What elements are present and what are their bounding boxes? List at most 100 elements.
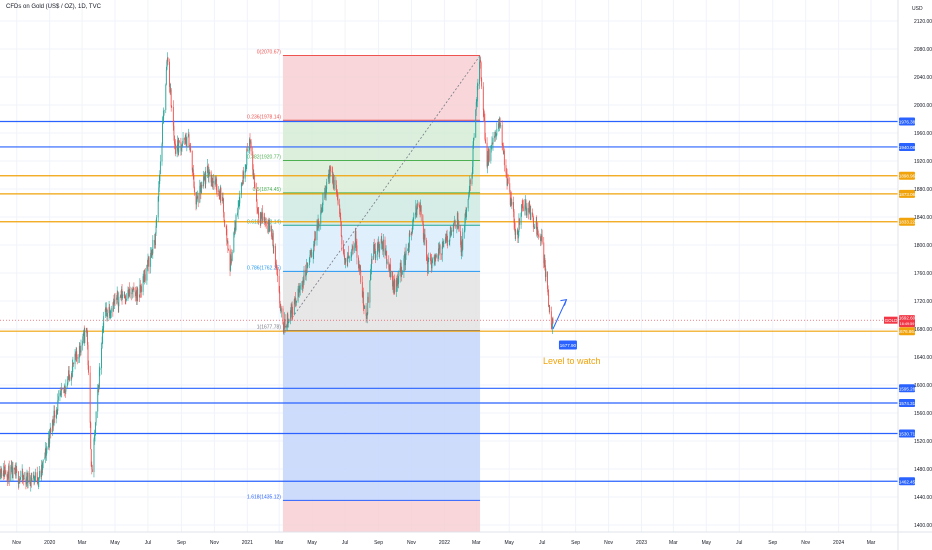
candle-body	[8, 465, 10, 473]
candle-body	[37, 481, 39, 483]
candle-body	[317, 221, 319, 231]
candle-body	[475, 102, 477, 110]
projection-arrow	[552, 299, 567, 330]
candle-body	[352, 246, 354, 249]
candle-body	[109, 313, 111, 316]
candle-body	[0, 476, 1, 477]
candle-body	[369, 274, 371, 281]
candle-body	[507, 178, 509, 186]
candle-body	[286, 314, 288, 326]
candle-body	[524, 204, 526, 212]
candle-body	[299, 289, 301, 290]
candle-body	[314, 231, 316, 241]
candle-body	[316, 225, 318, 241]
candle-body	[332, 178, 334, 183]
level-price-tag	[899, 117, 915, 126]
candle-body	[147, 258, 149, 267]
candle-body	[351, 248, 353, 255]
candle-body	[488, 149, 490, 163]
candle-body	[119, 295, 121, 297]
x-tick-label: Jul	[539, 540, 545, 546]
candle-body	[193, 186, 195, 193]
candle-body	[148, 257, 150, 267]
candle-body	[94, 433, 96, 436]
candle-body	[264, 216, 266, 223]
candle-body	[495, 135, 497, 138]
candle-body	[484, 120, 486, 140]
candle-body	[386, 261, 388, 264]
candle-body	[358, 257, 360, 269]
candle-body	[91, 466, 93, 470]
x-tick-label: May	[504, 540, 514, 546]
candle-body	[37, 481, 39, 483]
candle-body	[51, 420, 53, 433]
candle-body	[14, 468, 16, 470]
candle-body	[480, 62, 482, 79]
low-marker-label: 1677.90	[560, 343, 577, 348]
level-price-label: 1940.08	[899, 145, 916, 150]
candle-body	[20, 477, 21, 480]
candle-body	[29, 480, 31, 486]
candle-body	[362, 291, 364, 297]
candle-body	[41, 464, 43, 470]
candle-body	[384, 239, 386, 255]
x-tick-label: May	[307, 540, 317, 546]
candle-body	[184, 138, 186, 140]
candle-body	[544, 258, 546, 266]
candle-body	[211, 180, 213, 183]
candle-body	[310, 251, 311, 255]
candle-body	[449, 226, 451, 238]
candle-body	[295, 301, 297, 303]
candle-body	[264, 222, 266, 223]
candle-body	[14, 467, 16, 470]
candle-body	[89, 372, 91, 423]
candle-body	[267, 225, 269, 232]
candle-body	[245, 165, 247, 171]
x-tick-label: Sep	[768, 540, 777, 546]
candle-body	[452, 230, 454, 232]
candle-body	[128, 290, 129, 296]
candle-body	[252, 169, 254, 178]
candle-body	[277, 274, 279, 276]
candle-body	[293, 299, 295, 315]
candle-body	[11, 466, 13, 479]
level-price-label: 1595.28	[899, 386, 916, 391]
candle-body	[35, 472, 37, 478]
candle-body	[475, 109, 477, 138]
candle-body	[208, 173, 210, 178]
candle-body	[318, 221, 320, 227]
candle-body	[23, 476, 25, 479]
candle-body	[263, 216, 265, 221]
candle-body	[520, 213, 522, 225]
candle-body	[185, 140, 187, 148]
x-tick-label: Mar	[275, 540, 284, 546]
candle-body	[296, 301, 297, 303]
candle-body	[136, 291, 138, 301]
candle-body	[205, 172, 207, 184]
candle-body	[339, 204, 341, 214]
candle-body	[482, 86, 484, 110]
candle-body	[44, 448, 46, 457]
candle-body	[155, 233, 156, 246]
candle-body	[105, 309, 107, 312]
candle-body	[190, 148, 192, 152]
level-price-tag	[899, 398, 915, 407]
candle-body	[48, 438, 50, 444]
candle-body	[170, 89, 172, 92]
candle-body	[64, 386, 66, 391]
candle-body	[503, 150, 505, 166]
candle-body	[30, 477, 32, 486]
candle-body	[314, 231, 316, 245]
x-tick-label: Mar	[867, 540, 876, 546]
candle-body	[185, 136, 187, 141]
candle-body	[242, 171, 244, 185]
fib-level-label: 1(1677.78)	[257, 325, 282, 331]
candle-body	[328, 169, 330, 176]
x-tick-label: 2020	[44, 540, 55, 546]
candle-body	[38, 471, 40, 478]
candle-body	[233, 232, 235, 253]
candle-body	[151, 252, 153, 254]
candle-body	[311, 249, 313, 257]
fib-zone	[282, 271, 481, 331]
candle-body	[488, 149, 490, 161]
